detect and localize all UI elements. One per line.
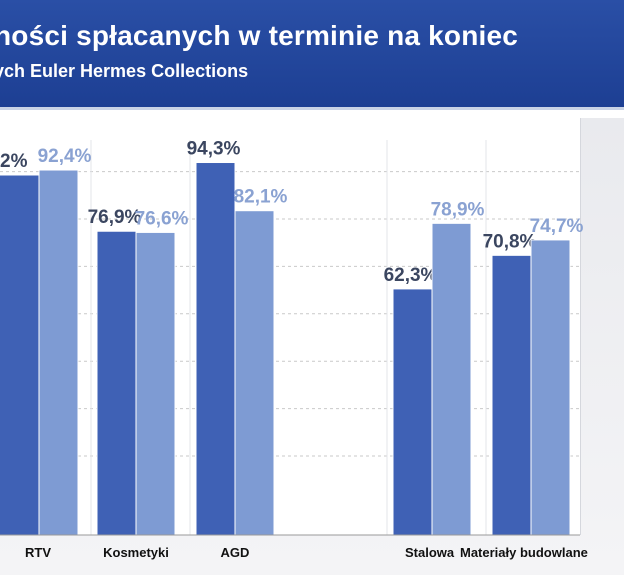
bar-dark	[0, 174, 40, 536]
x-tick-label: Materiały budowlane	[460, 545, 588, 560]
x-tick-label: Stalowa	[405, 545, 455, 560]
bar-dark	[195, 162, 236, 536]
bar-dark	[96, 230, 137, 536]
bar-light	[38, 169, 79, 536]
data-label: 78,9%	[431, 199, 485, 220]
bar-dark	[392, 288, 433, 536]
chart-header: ności spłacanych w terminie na koniec yc…	[0, 0, 624, 110]
chart-title: ności spłacanych w terminie na koniec	[0, 20, 519, 51]
data-label: 62,3%	[384, 265, 438, 286]
bar-light	[135, 231, 176, 536]
x-tick-label: AGD	[221, 545, 250, 560]
data-label: 70,8%	[483, 231, 537, 252]
bar-light	[431, 222, 472, 536]
data-label: 94,3%	[187, 139, 241, 160]
bar-light	[234, 210, 275, 536]
data-label: 2%	[0, 151, 28, 172]
data-label: 82,1%	[234, 187, 288, 208]
bar-dark	[491, 254, 532, 536]
data-label: 76,9%	[88, 207, 142, 228]
chart-subtitle: ych Euler Hermes Collections	[0, 61, 249, 81]
x-tick-label: Kosmetyki	[103, 545, 169, 560]
data-label: 76,6%	[135, 208, 189, 229]
data-label: 74,7%	[530, 216, 584, 237]
x-tick-label: RTV	[25, 545, 51, 560]
bar-light	[530, 239, 571, 536]
data-label: 92,4%	[38, 146, 92, 167]
